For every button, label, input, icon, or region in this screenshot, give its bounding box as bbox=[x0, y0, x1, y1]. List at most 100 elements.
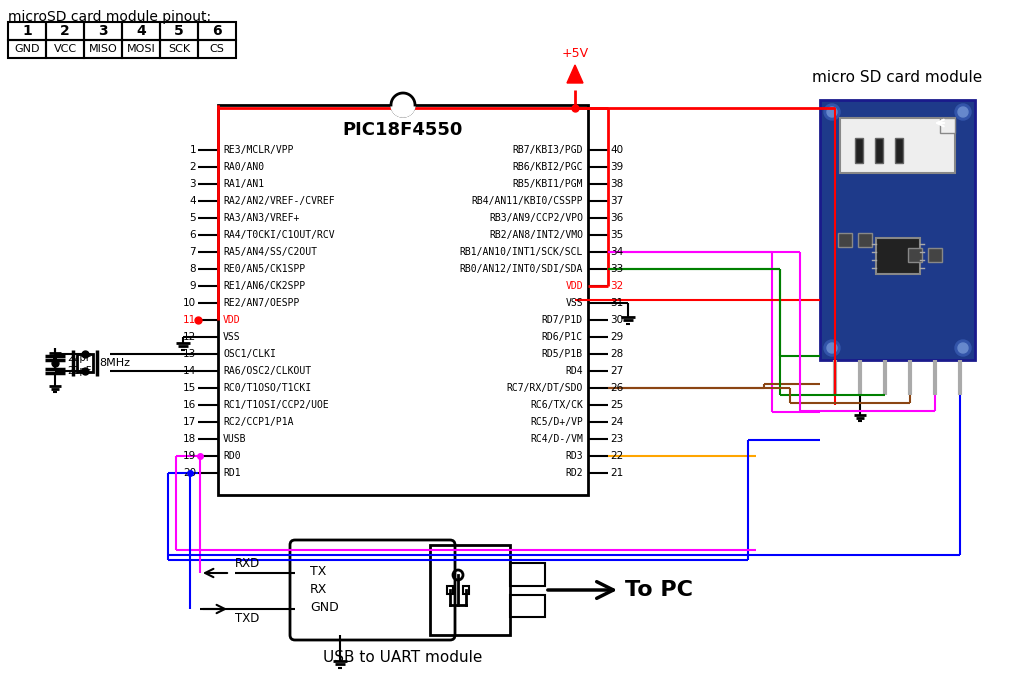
Text: 31: 31 bbox=[610, 298, 624, 308]
Text: 6: 6 bbox=[212, 24, 222, 38]
Circle shape bbox=[391, 93, 415, 117]
Text: RA3/AN3/VREF+: RA3/AN3/VREF+ bbox=[223, 213, 299, 223]
Text: RXD: RXD bbox=[234, 557, 260, 570]
Bar bbox=[858, 233, 872, 247]
Text: 16: 16 bbox=[182, 400, 196, 410]
Text: RB5/KBI1/PGM: RB5/KBI1/PGM bbox=[512, 179, 583, 189]
Text: RD1: RD1 bbox=[223, 468, 241, 478]
Text: RD2: RD2 bbox=[565, 468, 583, 478]
Text: 28: 28 bbox=[610, 349, 624, 359]
Text: 15: 15 bbox=[182, 383, 196, 393]
Text: RC4/D-/VM: RC4/D-/VM bbox=[530, 434, 583, 444]
Bar bbox=[122, 22, 160, 40]
Text: SCK: SCK bbox=[168, 44, 190, 54]
Text: 1: 1 bbox=[23, 24, 32, 38]
Text: microSD card module pinout:: microSD card module pinout: bbox=[8, 10, 211, 24]
Text: PIC18F4550: PIC18F4550 bbox=[343, 121, 463, 139]
Text: 2: 2 bbox=[189, 162, 196, 172]
Text: 30: 30 bbox=[610, 315, 624, 325]
Text: RB4/AN11/KBI0/CSSPP: RB4/AN11/KBI0/CSSPP bbox=[471, 196, 583, 206]
Text: 2: 2 bbox=[60, 24, 70, 38]
Bar bbox=[940, 118, 955, 133]
Text: 36: 36 bbox=[610, 213, 624, 223]
Text: 34: 34 bbox=[610, 247, 624, 257]
Bar bbox=[820, 100, 975, 360]
Bar bbox=[855, 138, 863, 163]
Text: 26: 26 bbox=[610, 383, 624, 393]
Text: RC7/RX/DT/SDO: RC7/RX/DT/SDO bbox=[507, 383, 583, 393]
Text: 10: 10 bbox=[183, 298, 196, 308]
Bar bbox=[46, 22, 84, 40]
Text: VDD: VDD bbox=[565, 281, 583, 291]
Text: 5: 5 bbox=[174, 24, 184, 38]
Bar bbox=[874, 138, 883, 163]
Text: RD3: RD3 bbox=[565, 451, 583, 461]
Text: 35: 35 bbox=[610, 230, 624, 240]
Circle shape bbox=[824, 104, 840, 120]
Text: 22: 22 bbox=[610, 451, 624, 461]
Text: RA1/AN1: RA1/AN1 bbox=[223, 179, 264, 189]
Text: RC1/T1OSI/CCP2/UOE: RC1/T1OSI/CCP2/UOE bbox=[223, 400, 329, 410]
Text: 19: 19 bbox=[182, 451, 196, 461]
Text: RC2/CCP1/P1A: RC2/CCP1/P1A bbox=[223, 417, 294, 427]
Text: 22pF: 22pF bbox=[67, 366, 91, 376]
Text: 24: 24 bbox=[610, 417, 624, 427]
Text: RB6/KBI2/PGC: RB6/KBI2/PGC bbox=[512, 162, 583, 172]
Bar bbox=[510, 563, 545, 586]
Text: VCC: VCC bbox=[53, 44, 77, 54]
Bar bbox=[84, 40, 122, 58]
Text: RB0/AN12/INT0/SDI/SDA: RB0/AN12/INT0/SDI/SDA bbox=[460, 264, 583, 274]
Bar bbox=[46, 40, 84, 58]
Text: 7: 7 bbox=[189, 247, 196, 257]
Text: 23: 23 bbox=[610, 434, 624, 444]
Text: 14: 14 bbox=[182, 366, 196, 376]
Text: 11: 11 bbox=[182, 315, 196, 325]
Bar bbox=[838, 233, 852, 247]
Text: RC0/T1OSO/T1CKI: RC0/T1OSO/T1CKI bbox=[223, 383, 311, 393]
Text: 6: 6 bbox=[189, 230, 196, 240]
Text: RE3/MCLR/VPP: RE3/MCLR/VPP bbox=[223, 145, 294, 155]
Text: VSS: VSS bbox=[223, 332, 241, 342]
Text: RB2/AN8/INT2/VMO: RB2/AN8/INT2/VMO bbox=[489, 230, 583, 240]
Text: 18: 18 bbox=[182, 434, 196, 444]
Text: +5V: +5V bbox=[561, 47, 589, 60]
Text: RD6/P1C: RD6/P1C bbox=[542, 332, 583, 342]
Text: 8MHz: 8MHz bbox=[99, 357, 130, 368]
Circle shape bbox=[958, 343, 968, 353]
Text: 38: 38 bbox=[610, 179, 624, 189]
Text: 3: 3 bbox=[98, 24, 108, 38]
Bar bbox=[895, 138, 903, 163]
Text: RE2/AN7/OESPP: RE2/AN7/OESPP bbox=[223, 298, 299, 308]
Text: 22pF: 22pF bbox=[67, 353, 91, 363]
Bar bbox=[218, 105, 588, 495]
Text: 20: 20 bbox=[183, 468, 196, 478]
Text: RA2/AN2/VREF-/CVREF: RA2/AN2/VREF-/CVREF bbox=[223, 196, 335, 206]
Text: RA5/AN4/SS/C2OUT: RA5/AN4/SS/C2OUT bbox=[223, 247, 317, 257]
Text: 3: 3 bbox=[189, 179, 196, 189]
Text: 12: 12 bbox=[182, 332, 196, 342]
Bar bbox=[876, 238, 920, 274]
Bar bbox=[198, 40, 236, 58]
Text: RA4/T0CKI/C1OUT/RCV: RA4/T0CKI/C1OUT/RCV bbox=[223, 230, 335, 240]
Text: 40: 40 bbox=[610, 145, 624, 155]
Text: RE1/AN6/CK2SPP: RE1/AN6/CK2SPP bbox=[223, 281, 305, 291]
Circle shape bbox=[955, 104, 971, 120]
Text: RD7/P1D: RD7/P1D bbox=[542, 315, 583, 325]
Text: MOSI: MOSI bbox=[127, 44, 156, 54]
Bar bbox=[8, 40, 46, 58]
Bar bbox=[928, 248, 942, 262]
Text: RB7/KBI3/PGD: RB7/KBI3/PGD bbox=[512, 145, 583, 155]
FancyBboxPatch shape bbox=[290, 540, 455, 640]
Text: 13: 13 bbox=[182, 349, 196, 359]
Text: 33: 33 bbox=[610, 264, 624, 274]
Text: 27: 27 bbox=[610, 366, 624, 376]
Bar bbox=[430, 545, 510, 635]
Bar bbox=[8, 22, 46, 40]
Text: RD4: RD4 bbox=[565, 366, 583, 376]
Polygon shape bbox=[567, 65, 583, 83]
Text: GND: GND bbox=[14, 44, 40, 54]
Circle shape bbox=[827, 107, 837, 117]
Text: RD5/P1B: RD5/P1B bbox=[542, 349, 583, 359]
Text: To PC: To PC bbox=[625, 580, 693, 600]
Text: USB to UART module: USB to UART module bbox=[323, 650, 482, 665]
